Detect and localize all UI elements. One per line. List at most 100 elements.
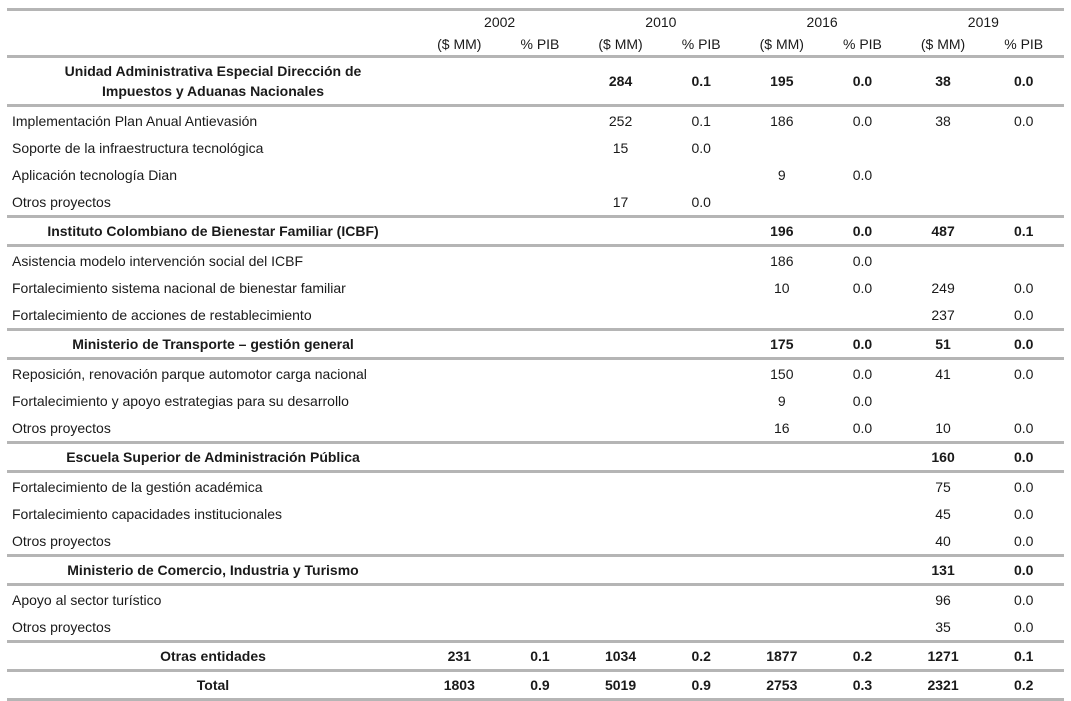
section-row: Otras entidades 231 0.1 1034 0.2 1877 0.2 1271 0… xyxy=(7,640,1064,672)
value-cell xyxy=(580,414,661,443)
value-cell: 0.1 xyxy=(660,55,742,107)
value-cell: 0.0 xyxy=(852,419,873,436)
value-cell xyxy=(500,387,581,414)
year-header: 2002 xyxy=(419,8,581,33)
value-cell xyxy=(742,301,823,330)
value-cell: 35 xyxy=(935,618,951,635)
value-cell: 38 xyxy=(935,112,951,129)
value-cell xyxy=(822,527,903,556)
value-cell xyxy=(419,246,500,275)
value-cell: 0.0 xyxy=(852,252,873,269)
value-cell xyxy=(500,472,581,501)
table-row: Apoyo al sector turístico 96 0.0 xyxy=(7,585,1064,614)
value-cell: 150 xyxy=(770,365,794,382)
value-cell: 0.9 xyxy=(660,669,742,701)
value-cell xyxy=(661,246,742,275)
value-cell xyxy=(499,441,581,473)
value-cell: 17 xyxy=(612,193,629,210)
row-label: Unidad Administrativa Especial Dirección… xyxy=(7,55,419,107)
row-label-text: Otros proyectos xyxy=(12,618,111,635)
value-cell xyxy=(500,274,581,301)
row-label-text: Implementación Plan Anual Antievasión xyxy=(12,112,258,129)
value-cell xyxy=(660,554,742,586)
value-cell xyxy=(661,274,742,301)
value-cell xyxy=(500,134,581,161)
row-label: Fortalecimiento de acciones de restablec… xyxy=(7,301,419,330)
value-cell: 41 xyxy=(935,365,951,382)
value-cell: 0.0 xyxy=(852,112,873,129)
row-label: Otros proyectos xyxy=(7,188,419,217)
row-label-text: Aplicación tecnología Dian xyxy=(12,166,177,183)
value-cell xyxy=(661,613,742,642)
value-cell: 40 xyxy=(935,532,951,549)
value-cell xyxy=(661,527,742,556)
value-cell xyxy=(742,500,823,527)
value-cell xyxy=(419,106,500,135)
value-cell xyxy=(500,188,581,217)
value-cell xyxy=(580,500,661,527)
value-cell: 231 xyxy=(419,640,500,672)
value-cell xyxy=(983,188,1064,217)
value-cell xyxy=(580,359,661,388)
value-cell xyxy=(580,328,661,360)
value-cell xyxy=(500,246,581,275)
value-cell: 0.9 xyxy=(499,669,581,701)
value-cell: 1877 xyxy=(741,640,823,672)
value-cell: 1034 xyxy=(580,640,661,672)
value-cell xyxy=(580,585,661,614)
value-cell xyxy=(903,161,984,188)
value-cell xyxy=(661,359,742,388)
value-cell xyxy=(580,215,661,247)
value-cell: 131 xyxy=(902,554,984,586)
row-label: Total xyxy=(7,669,419,701)
value-cell xyxy=(580,527,661,556)
table-row: Otros proyectos 17 0.0 xyxy=(7,188,1064,217)
row-label-text: Otras entidades xyxy=(160,648,266,664)
value-cell: 186 xyxy=(770,112,794,129)
value-cell xyxy=(500,585,581,614)
value-cell xyxy=(419,414,500,443)
value-cell xyxy=(660,215,742,247)
corner-cell xyxy=(7,8,419,33)
value-cell xyxy=(822,301,903,330)
value-cell xyxy=(500,106,581,135)
value-cell xyxy=(660,441,742,473)
value-cell: 1271 xyxy=(902,640,984,672)
value-cell: 195 xyxy=(741,55,823,107)
value-cell: 2753 xyxy=(741,669,823,701)
value-cell xyxy=(580,554,661,586)
value-cell xyxy=(419,215,500,247)
value-cell xyxy=(500,500,581,527)
value-cell: 16 xyxy=(774,419,790,436)
value-cell xyxy=(419,301,500,330)
value-cell: 0.0 xyxy=(983,328,1064,360)
value-cell: 0.0 xyxy=(1013,505,1034,522)
value-cell xyxy=(580,441,661,473)
value-cell xyxy=(419,188,500,217)
value-cell xyxy=(983,246,1064,275)
value-cell xyxy=(741,554,823,586)
pib-column-header: % PIB xyxy=(660,33,742,58)
section-row: Unidad Administrativa Especial Dirección… xyxy=(7,55,1064,107)
row-label: Otros proyectos xyxy=(7,613,419,642)
row-label: Asistencia modelo intervención social de… xyxy=(7,246,419,275)
value-cell xyxy=(822,585,903,614)
value-cell xyxy=(580,161,661,188)
pib-column-header: % PIB xyxy=(983,33,1064,58)
value-cell xyxy=(742,585,823,614)
table-row: Fortalecimiento de acciones de restablec… xyxy=(7,301,1064,330)
year-header: 2019 xyxy=(902,8,1064,33)
value-cell: 45 xyxy=(935,505,951,522)
value-cell xyxy=(500,414,581,443)
value-cell: 186 xyxy=(770,252,794,269)
value-cell xyxy=(419,500,500,527)
value-cell xyxy=(419,554,500,586)
section-row: Ministerio de Transporte – gestión gener… xyxy=(7,328,1064,360)
value-cell xyxy=(660,328,742,360)
value-cell: 0.0 xyxy=(1013,365,1034,382)
value-cell: 160 xyxy=(902,441,984,473)
value-cell xyxy=(661,301,742,330)
value-cell: 0.0 xyxy=(822,215,903,247)
row-label-text: Fortalecimiento capacidades instituciona… xyxy=(12,505,283,522)
row-label-text: Apoyo al sector turístico xyxy=(12,591,162,608)
